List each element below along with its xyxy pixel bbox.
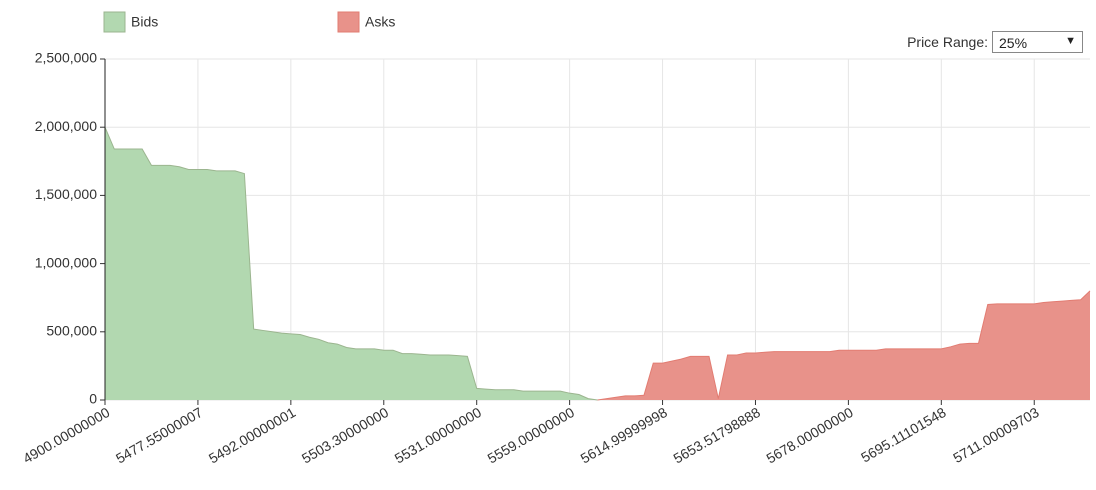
- y-tick-label: 2,000,000: [35, 118, 97, 134]
- x-tick-label: 5614.99999998: [578, 404, 670, 467]
- legend-swatch: [337, 11, 360, 33]
- x-tick-label: 5503.30000000: [299, 404, 391, 467]
- area: [597, 290, 1090, 400]
- x-tick-label: 5695.11101548: [858, 404, 949, 466]
- price-range-label: Price Range:: [907, 34, 988, 50]
- x-tick-label: 4900.00000000: [20, 404, 112, 467]
- x-tick-label: 5531.00000000: [392, 404, 484, 467]
- x-tick-label: 5711.00009703: [950, 404, 1042, 466]
- y-tick-label: 0: [89, 391, 97, 407]
- price-range-select[interactable]: 25% ▼: [992, 31, 1083, 53]
- x-tick-label: 5678.00000000: [763, 404, 855, 467]
- y-tick-label: 2,500,000: [35, 50, 97, 66]
- dropdown-arrow: ▼: [1065, 35, 1076, 47]
- area: [105, 127, 598, 400]
- x-tick-label: 5477.55000007: [113, 404, 205, 467]
- legend-label: Bids: [131, 14, 158, 30]
- price-range-value: 25%: [999, 35, 1028, 51]
- y-tick-label: 1,000,000: [35, 254, 97, 270]
- x-tick-label: 5653.51798888: [671, 404, 763, 467]
- x-tick-label: 5559.00000000: [485, 404, 577, 467]
- area-line: [104, 127, 598, 401]
- y-tick-label: 500,000: [46, 323, 97, 339]
- area-line: [597, 290, 1091, 401]
- legend-swatch: [103, 11, 126, 33]
- legend-label: Asks: [365, 14, 395, 30]
- x-tick-label: 5492.00000001: [206, 404, 298, 467]
- y-tick-label: 1,500,000: [35, 186, 97, 202]
